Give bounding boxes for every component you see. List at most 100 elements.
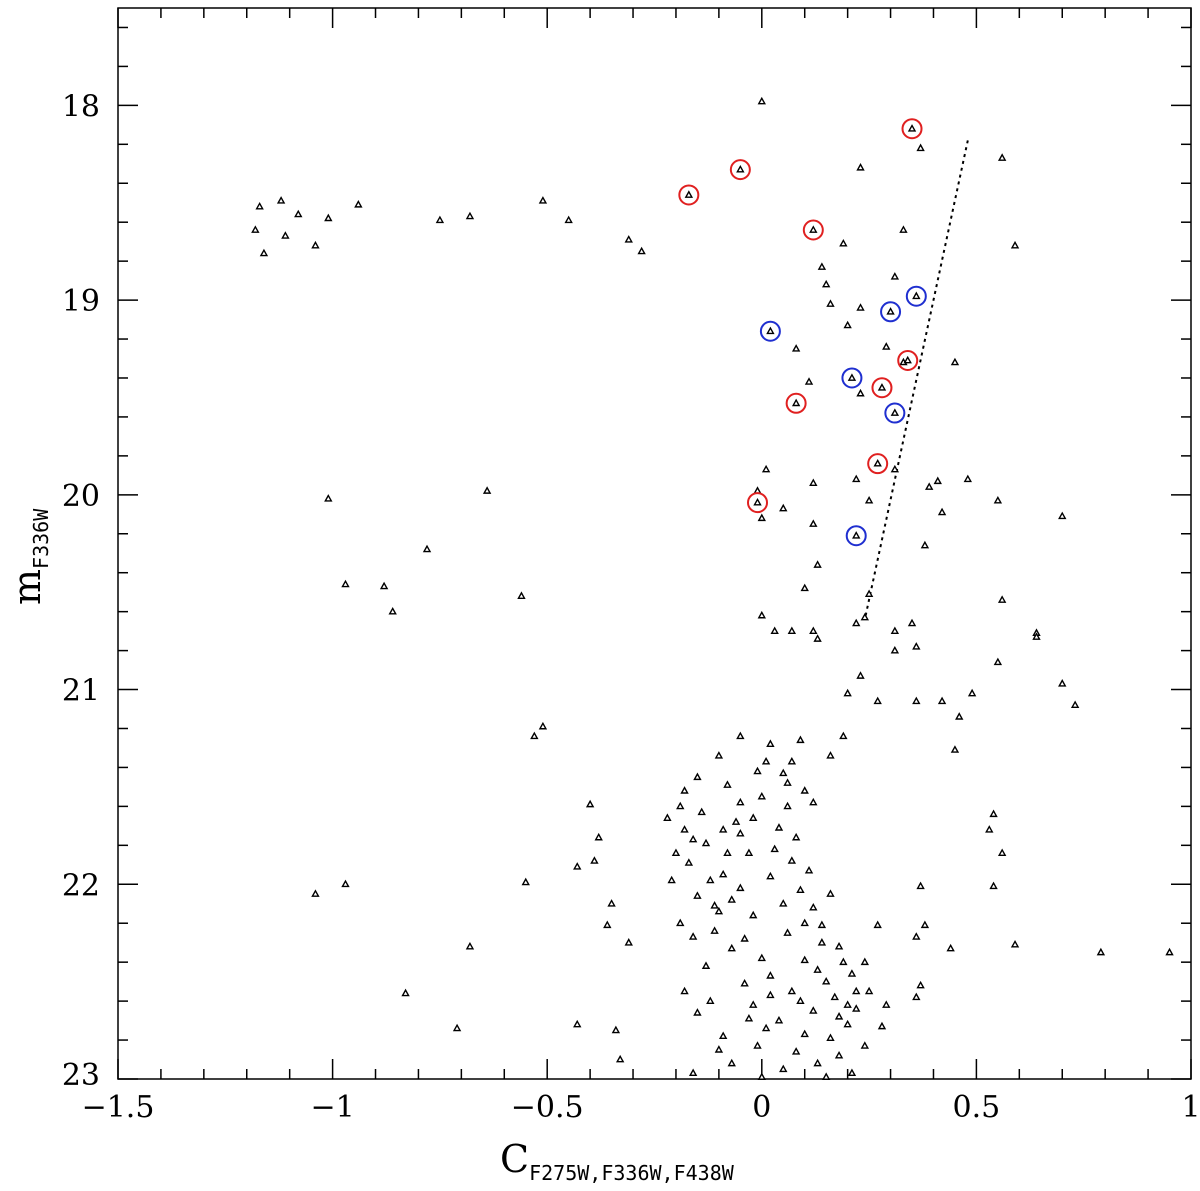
data-point — [693, 1008, 702, 1016]
data-point — [740, 934, 749, 942]
axis-ticks — [117, 8, 1192, 1080]
data-point — [839, 238, 848, 247]
y-axis-label-main: m — [5, 569, 49, 605]
data-point — [718, 869, 728, 878]
data-point — [731, 817, 741, 825]
data-point — [452, 1023, 462, 1032]
data-point — [847, 969, 857, 977]
data-point — [967, 688, 977, 697]
data-point — [482, 486, 492, 494]
data-point — [251, 225, 260, 233]
data-point — [422, 544, 432, 553]
data-point — [834, 1050, 844, 1059]
data-point — [834, 1012, 844, 1020]
data-point — [882, 1000, 891, 1008]
data-point — [852, 618, 861, 627]
data-point — [701, 838, 711, 847]
data-point — [607, 899, 616, 907]
blue-highlight-circle — [905, 285, 927, 307]
data-point — [821, 1072, 831, 1080]
data-point — [573, 862, 582, 870]
data-point — [809, 225, 818, 233]
data-point — [341, 579, 350, 588]
data-point — [800, 583, 809, 592]
data-point — [706, 875, 715, 884]
data-point — [791, 398, 801, 407]
data-point — [530, 731, 539, 740]
data-point — [465, 941, 475, 950]
data-point — [757, 96, 766, 105]
data-point — [950, 357, 960, 366]
x-tick-label: 0 — [752, 1090, 771, 1125]
data-point — [997, 153, 1007, 161]
data-point — [693, 772, 702, 781]
data-point — [688, 1068, 698, 1077]
data-point — [714, 751, 724, 759]
data-points — [251, 96, 1174, 1080]
data-point — [757, 610, 766, 619]
data-point — [749, 910, 758, 919]
data-point — [736, 797, 745, 806]
data-point — [946, 943, 955, 952]
data-point — [774, 823, 784, 831]
data-point — [997, 595, 1007, 603]
data-point — [590, 856, 599, 864]
data-point — [809, 1006, 818, 1014]
data-point — [834, 941, 844, 950]
data-point — [804, 866, 814, 874]
data-point — [800, 955, 809, 964]
data-point — [379, 581, 389, 590]
data-point — [753, 497, 762, 506]
data-point — [779, 1064, 788, 1073]
data-point — [766, 971, 775, 979]
blue-highlight-circle — [884, 402, 906, 424]
data-point — [603, 920, 612, 929]
data-point — [993, 496, 1003, 504]
data-point — [753, 766, 762, 775]
data-point — [783, 928, 792, 936]
y-tick-label: 19 — [62, 284, 100, 319]
data-point — [873, 920, 882, 929]
data-point — [882, 342, 891, 350]
data-point — [761, 464, 771, 473]
data-point — [585, 799, 595, 808]
data-point — [1010, 939, 1020, 948]
data-point — [912, 696, 921, 705]
data-point — [1058, 679, 1067, 687]
data-point — [809, 478, 818, 487]
data-point — [813, 634, 822, 642]
data-point — [671, 848, 681, 857]
y-axis-label: mF336W — [5, 508, 53, 605]
data-point — [727, 1058, 736, 1067]
data-point — [680, 786, 689, 794]
data-point — [1165, 947, 1174, 956]
data-point — [1096, 947, 1106, 956]
data-point — [985, 825, 994, 833]
data-point — [937, 507, 947, 516]
data-point — [817, 920, 827, 929]
data-point — [933, 476, 942, 485]
data-point — [753, 1041, 762, 1049]
highlight-circles — [678, 118, 927, 547]
data-point — [749, 813, 758, 821]
data-point — [860, 612, 869, 621]
data-point — [847, 1068, 857, 1077]
data-point — [766, 739, 775, 747]
data-point — [714, 1045, 724, 1053]
x-axis-label: CF275W,F336W,F438W — [500, 1137, 735, 1185]
data-point — [813, 560, 822, 568]
data-point — [684, 858, 694, 866]
data-point — [766, 990, 775, 999]
y-tick-label: 21 — [62, 674, 100, 709]
data-point — [255, 201, 264, 210]
data-point — [800, 918, 809, 927]
red-highlight-circle — [747, 492, 769, 514]
data-point — [873, 696, 882, 705]
data-point — [912, 291, 921, 300]
data-point — [740, 978, 749, 987]
y-axis-label-sub: F336W — [29, 508, 53, 569]
data-point — [757, 792, 766, 800]
data-point — [817, 938, 827, 946]
data-point — [624, 938, 633, 946]
data-point — [826, 1033, 835, 1042]
